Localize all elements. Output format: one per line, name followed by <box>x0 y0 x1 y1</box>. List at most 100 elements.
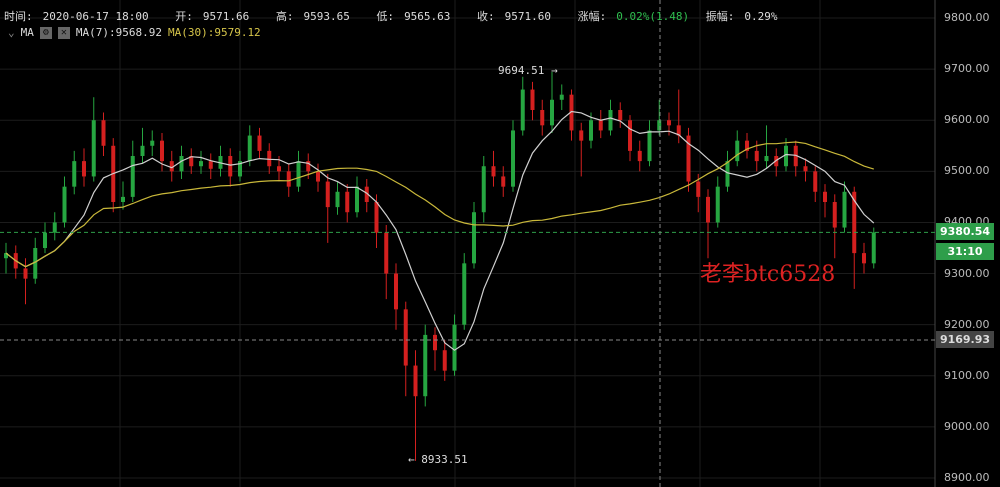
candle-body <box>764 156 769 162</box>
price-tick-label: 9500.00 <box>944 164 990 178</box>
time-label: 时间: <box>4 10 33 23</box>
price-tick-label: 9000.00 <box>944 419 990 433</box>
high-label: 高: <box>275 10 294 23</box>
candle-body <box>628 120 632 151</box>
candle-body <box>706 196 710 223</box>
candle-body <box>52 222 57 233</box>
candle-body <box>335 191 340 208</box>
candle-body <box>784 145 788 167</box>
candle-body <box>72 161 77 187</box>
price-tick-label: 8900.00 <box>944 471 990 484</box>
gear-icon[interactable]: ⚙ <box>39 26 52 39</box>
candle-body <box>160 140 164 162</box>
candle-body <box>208 161 213 169</box>
candle-body <box>423 334 428 397</box>
candle-body <box>33 248 38 279</box>
candle-body <box>140 145 145 156</box>
candle-body <box>316 171 320 182</box>
candle-body <box>481 166 486 213</box>
candle-body <box>179 156 184 172</box>
candle-body <box>696 181 701 197</box>
amplitude-value: 0.29% <box>744 10 778 23</box>
crosshair-price-tag: 9169.93 <box>936 331 994 348</box>
candle-body <box>637 150 642 162</box>
ma7-line <box>5 110 875 351</box>
candle-body <box>4 253 8 259</box>
candle-body <box>150 140 155 146</box>
candle-body <box>472 212 476 264</box>
candle-body <box>569 94 574 131</box>
candle-body <box>442 350 447 371</box>
candle-body <box>325 181 330 208</box>
change-label: 涨幅: <box>577 10 607 23</box>
candle-body <box>267 150 272 167</box>
candle-body <box>871 232 876 264</box>
indicator-legend: ⌄ MA ⚙ ✕ MA(7):9568.92 MA(30):9579.12 <box>8 26 261 39</box>
candle-body <box>725 161 730 187</box>
candle-body <box>101 120 106 146</box>
candle-body <box>647 130 652 162</box>
candle-body <box>530 89 535 110</box>
indicator-name: MA <box>20 26 34 39</box>
price-tick-label: 9600.00 <box>944 113 990 127</box>
price-tick-label: 9800.00 <box>944 11 990 24</box>
candle-body <box>832 202 837 228</box>
candle-body <box>559 94 564 100</box>
price-tick-label: 9300.00 <box>944 266 990 280</box>
candle-body <box>462 263 467 325</box>
close-value: 9571.60 <box>504 10 552 23</box>
candle-body <box>676 125 681 136</box>
candle-body <box>501 176 506 187</box>
candle-body <box>189 156 194 167</box>
ma7-value: MA(7):9568.92 <box>75 26 162 39</box>
candle-body <box>520 89 525 131</box>
candle-body <box>579 130 584 141</box>
candle-body <box>355 186 359 213</box>
close-icon[interactable]: ✕ <box>57 26 70 39</box>
countdown-tag: 31:10 <box>936 243 994 260</box>
candle-body <box>247 135 252 162</box>
candle-body <box>91 120 96 177</box>
candle-body <box>550 99 554 126</box>
candle-body <box>745 140 749 151</box>
candle-body <box>842 191 847 228</box>
ma30-value: MA(30):9579.12 <box>167 26 261 39</box>
candle-body <box>667 120 671 126</box>
open-value: 9571.66 <box>202 10 250 23</box>
candle-body <box>754 150 759 162</box>
candle-body <box>686 135 691 182</box>
amplitude-label: 振幅: <box>705 10 735 23</box>
max-price-annotation: 9694.51 → <box>498 64 558 77</box>
candle-body <box>657 120 662 131</box>
candle-body <box>598 120 603 131</box>
price-tick-label: 9700.00 <box>944 62 990 76</box>
candle-body <box>228 156 233 177</box>
low-label: 低: <box>376 10 395 23</box>
price-tick-label: 9200.00 <box>944 317 990 331</box>
candle-body <box>130 156 135 197</box>
candle-body <box>82 161 86 177</box>
candle-body <box>169 161 174 172</box>
change-value: 0.02%(1.48) <box>616 10 690 23</box>
candle-body <box>540 110 545 126</box>
candle-body <box>364 186 369 202</box>
chevron-down-icon[interactable]: ⌄ <box>8 26 15 39</box>
candle-body <box>735 140 740 162</box>
candle-body <box>199 161 203 167</box>
candle-body <box>374 202 379 233</box>
min-price-annotation: ← 8933.51 <box>408 453 468 466</box>
candle-body <box>803 166 808 172</box>
candle-body <box>433 334 437 351</box>
candle-body <box>813 171 818 192</box>
candle-body <box>715 186 720 223</box>
candle-body <box>823 191 827 202</box>
candle-body <box>852 191 857 254</box>
ohlc-header: 时间: 2020-06-17 18:00 开: 9571.66 高: 9593.65 … <box>4 8 798 24</box>
time-value: 2020-06-17 18:00 <box>42 10 149 23</box>
candle-body <box>511 130 515 187</box>
candle-body <box>277 166 281 172</box>
open-label: 开: <box>175 10 193 23</box>
candle-body <box>413 365 418 397</box>
candle-body <box>608 110 613 131</box>
